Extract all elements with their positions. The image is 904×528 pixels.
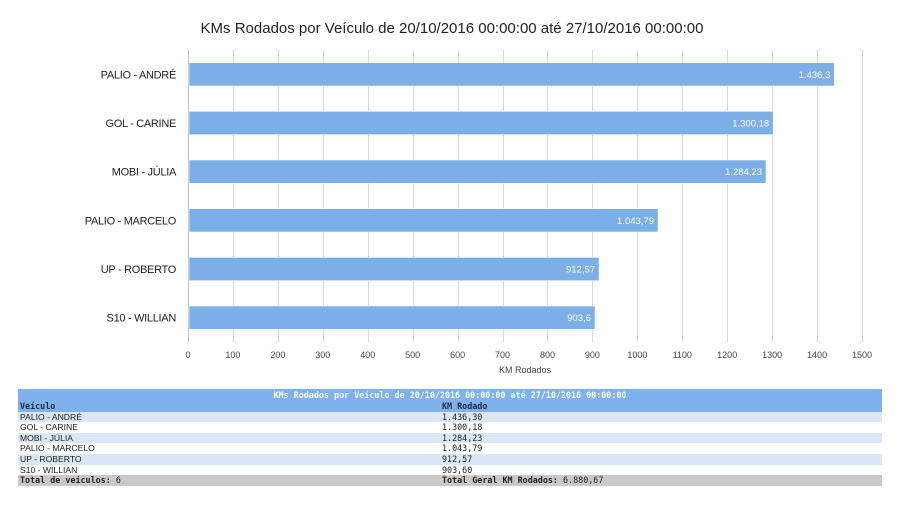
x-tick-label: 100 [225,350,240,360]
km-cell: 1.284,23 [440,432,882,444]
table-row: GOL - CARINE 1.300,18 [18,422,882,433]
category-label: GOL - CARINE [105,118,176,130]
data-label: 903,6 [567,313,591,324]
x-tick-label: 1300 [762,350,782,360]
vehicle-cell: S10 - WILLIAN [18,464,440,476]
x-tick-labels: 0 100 200 300 400 500 600 700 800 900 1000 1100 1200… [185,350,872,360]
table-row: PALIO - MARCELO 1.043,79 [18,443,882,454]
table-header-row: Veículo KM Rodado [18,401,882,412]
total-km-label: Total Geral KM Rodados: [442,475,558,486]
data-label: 1.300,18 [732,119,769,130]
bar [188,257,600,281]
gridlines [188,50,863,342]
category-labels: PALIO - ANDRÉ GOL - CARINE MOBI - JÚLIA PAL… [85,68,178,325]
vehicle-cell: PALIO - MARCELO [18,443,440,454]
x-tick-label: 1500 [852,350,872,360]
x-tick-label: 0 [185,350,190,360]
column-header-km: KM Rodado [440,401,882,412]
vehicle-cell: MOBI - JÚLIA [18,432,440,444]
category-label: MOBI - JÚLIA [112,166,177,179]
table-row: S10 - WILLIAN 903,60 [18,464,882,476]
data-label: 912,57 [566,265,595,276]
total-km-value: 6.880,67 [563,475,604,486]
table-row: MOBI - JÚLIA 1.284,23 [18,432,882,444]
x-tick-label: 400 [360,350,375,360]
table-body: PALIO - ANDRÉ 1.436,30 GOL - CARINE 1.300,1… [18,411,882,476]
vehicle-cell: GOL - CARINE [18,422,440,433]
data-label: 1.436,3 [799,70,831,81]
data-label: 1.043,79 [617,216,654,227]
category-label: PALIO - MARCELO [85,215,177,227]
x-tick-label: 700 [495,350,510,360]
x-tick-label: 1100 [673,350,692,360]
bar-chart: 1.436,3 1.300,18 1.284,23 1.043,79 912,57 903… [85,50,872,375]
km-cell: 903,60 [440,464,882,476]
km-cell: 1.043,79 [440,443,882,454]
bar [188,208,659,233]
table-caption: KMs Rodados por Veículo de 20/10/2016 00… [18,389,882,401]
table-row: UP - ROBERTO 912,57 [18,453,882,465]
km-cell: 912,57 [440,453,882,465]
vehicle-cell: PALIO - ANDRÉ [18,411,440,423]
chart-title: KMs Rodados por Veículo de 20/10/2016 00… [200,20,704,37]
bar [188,159,767,184]
bar [188,62,835,87]
x-tick-label: 1000 [627,350,647,360]
x-tick-label: 900 [585,350,600,360]
bar [188,111,774,135]
total-vehicles-value: 6 [115,475,121,486]
summary-table: KMs Rodados por Veículo de 20/10/2016 00… [18,389,882,486]
total-vehicles-cell: Total de veículos: 6 [18,475,440,486]
data-label: 1.284,23 [725,167,762,178]
bar [188,305,596,330]
total-vehicles-label: Total de veículos: [20,475,111,486]
category-label: PALIO - ANDRÉ [101,68,176,81]
km-cell: 1.300,18 [440,422,882,433]
x-axis-title: KM Rodados [499,365,552,375]
x-tick-label: 1200 [717,350,737,360]
category-label: UP - ROBERTO [101,264,177,276]
x-tick-label: 200 [270,350,285,360]
table-caption-row: KMs Rodados por Veículo de 20/10/2016 00… [18,389,882,401]
column-header-vehicle: Veículo [18,401,440,412]
x-tick-label: 800 [540,350,555,360]
bars: 1.436,3 1.300,18 1.284,23 1.043,79 912,57 903… [188,62,835,330]
km-cell: 1.436,30 [440,411,882,423]
x-tick-label: 1400 [807,350,827,360]
table-footer-row: Total de veículos: 6 Total Geral KM Roda… [18,475,882,486]
total-km-cell: Total Geral KM Rodados: 6.880,67 [440,475,882,486]
x-tick-label: 300 [315,350,330,360]
x-tick-label: 500 [405,350,420,360]
x-tick-label: 600 [450,350,465,360]
vehicle-cell: UP - ROBERTO [18,453,440,465]
category-label: S10 - WILLIAN [107,313,177,325]
table-row: PALIO - ANDRÉ 1.436,30 [18,411,882,423]
